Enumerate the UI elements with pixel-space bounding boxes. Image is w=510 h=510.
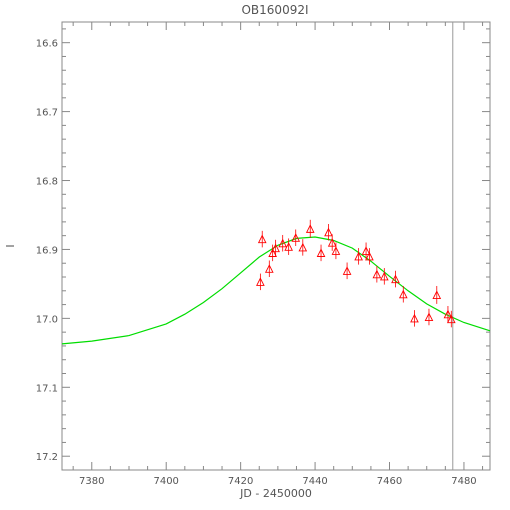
triangle-marker bbox=[379, 271, 389, 281]
y-tick-label: 16.7 bbox=[36, 108, 58, 119]
y-axis-label: I bbox=[4, 244, 17, 247]
triangle-marker bbox=[268, 248, 277, 257]
data-point bbox=[257, 230, 267, 248]
data-point bbox=[342, 262, 352, 280]
y-tick-label: 17.0 bbox=[36, 314, 58, 325]
data-point bbox=[365, 248, 374, 265]
data-point bbox=[268, 244, 277, 262]
triangle-marker bbox=[291, 233, 301, 242]
x-tick-label: 7400 bbox=[153, 476, 178, 487]
triangle-marker bbox=[257, 234, 267, 244]
x-tick-label: 7480 bbox=[451, 476, 476, 487]
data-point bbox=[305, 219, 315, 238]
triangle-marker bbox=[271, 243, 280, 253]
y-tick-label: 17.1 bbox=[36, 383, 58, 394]
x-tick-label: 7460 bbox=[377, 476, 402, 487]
data-point bbox=[354, 248, 363, 265]
triangle-marker bbox=[398, 289, 408, 299]
data-point bbox=[372, 265, 382, 283]
triangle-marker bbox=[331, 246, 341, 255]
triangle-marker bbox=[365, 251, 374, 261]
data-point bbox=[278, 234, 288, 252]
x-tick-label: 7420 bbox=[228, 476, 253, 487]
triangle-marker bbox=[432, 290, 442, 299]
triangle-marker bbox=[316, 248, 326, 257]
y-tick-labels: 16.6 16.7 16.8 16.9 17.0 17.1 17.2 bbox=[36, 39, 58, 464]
x-tick-label: 7380 bbox=[79, 476, 104, 487]
plot-frame bbox=[61, 21, 491, 471]
axis-ticks bbox=[62, 22, 490, 471]
data-point bbox=[443, 305, 453, 323]
triangle-marker bbox=[298, 242, 308, 252]
data-point bbox=[327, 234, 337, 251]
data-point bbox=[284, 238, 293, 255]
data-point bbox=[256, 273, 265, 291]
triangle-marker bbox=[410, 313, 419, 323]
data-point bbox=[410, 310, 419, 327]
data-point bbox=[324, 223, 333, 241]
triangle-marker bbox=[278, 238, 288, 248]
triangle-marker bbox=[443, 309, 453, 319]
triangle-marker bbox=[264, 264, 274, 273]
data-point bbox=[291, 229, 301, 246]
data-points bbox=[256, 219, 456, 328]
data-point bbox=[446, 310, 456, 328]
triangle-marker bbox=[354, 251, 363, 261]
triangle-marker bbox=[305, 224, 315, 233]
data-point bbox=[316, 244, 326, 262]
data-point bbox=[271, 239, 280, 257]
x-tick-label: 7440 bbox=[302, 476, 327, 487]
model-curve bbox=[61, 236, 491, 345]
data-point bbox=[432, 285, 442, 304]
data-point bbox=[379, 268, 389, 285]
triangle-marker bbox=[342, 266, 352, 275]
data-point bbox=[361, 242, 371, 260]
data-point bbox=[331, 242, 341, 260]
y-tick-label: 16.6 bbox=[36, 39, 58, 50]
triangle-marker bbox=[424, 312, 434, 322]
x-tick-labels: 7380 7400 7420 7440 7460 7480 bbox=[79, 476, 477, 487]
triangle-marker bbox=[327, 237, 337, 247]
data-point bbox=[424, 308, 434, 326]
triangle-marker bbox=[372, 269, 382, 279]
triangle-marker bbox=[284, 242, 293, 251]
y-tick-label: 16.8 bbox=[36, 177, 58, 188]
data-point bbox=[391, 270, 400, 288]
y-tick-label: 16.9 bbox=[36, 245, 58, 256]
chart-title: OB160092I bbox=[241, 3, 308, 17]
data-point bbox=[298, 239, 308, 256]
triangle-marker bbox=[391, 274, 400, 284]
data-point bbox=[264, 260, 274, 278]
data-point bbox=[398, 285, 408, 303]
y-tick-label: 17.2 bbox=[36, 452, 58, 463]
triangle-marker bbox=[361, 246, 371, 255]
triangle-marker bbox=[446, 314, 456, 324]
triangle-marker bbox=[256, 277, 265, 286]
x-axis-label: JD - 2450000 bbox=[239, 487, 312, 500]
triangle-marker bbox=[324, 227, 333, 237]
